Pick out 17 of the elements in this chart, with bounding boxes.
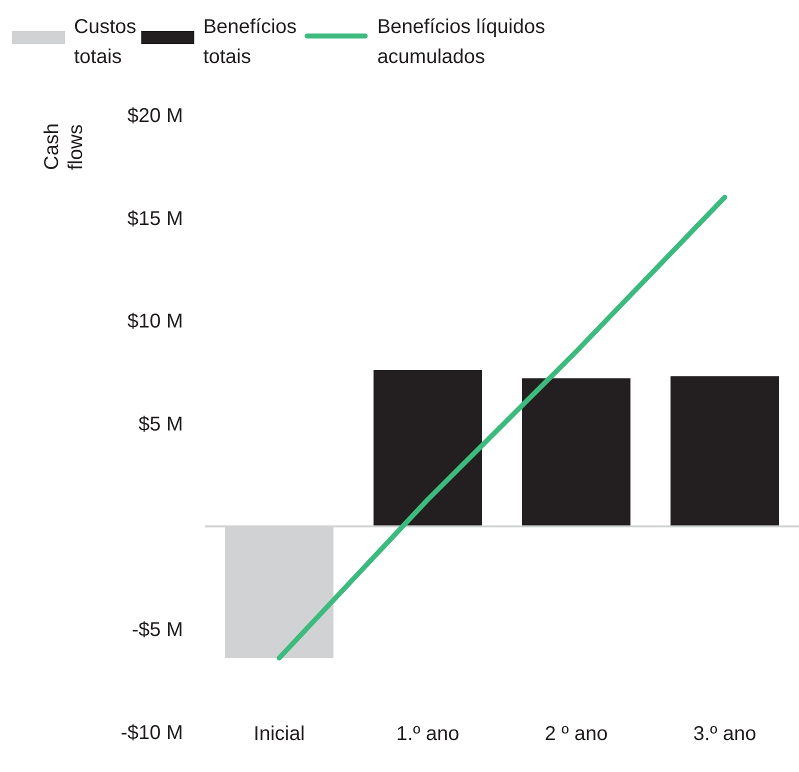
x-tick-label: 3.º ano xyxy=(693,723,756,745)
y-tick-label: $5 M xyxy=(138,414,183,436)
y-axis-title: Cash flows xyxy=(41,123,87,170)
y-tick-label: -$5 M xyxy=(132,619,183,642)
bar xyxy=(670,376,779,526)
y-tick-label: $15 M xyxy=(127,208,183,230)
legend-label: Benefícios totais xyxy=(203,16,297,68)
legend-label: Custos totais xyxy=(74,16,136,68)
y-tick-label: $10 M xyxy=(127,310,183,333)
x-tick-label: 1.º ano xyxy=(396,723,460,745)
bar xyxy=(374,370,482,526)
legend-label: Benefícios líquidos acumulados xyxy=(377,16,546,68)
y-tick-label: $20 M xyxy=(127,105,183,127)
bar xyxy=(522,378,630,526)
y-tick-label: -$10 M xyxy=(120,722,183,744)
x-tick-label: 2 º ano xyxy=(544,723,608,745)
x-tick-label: Inicial xyxy=(254,723,305,745)
